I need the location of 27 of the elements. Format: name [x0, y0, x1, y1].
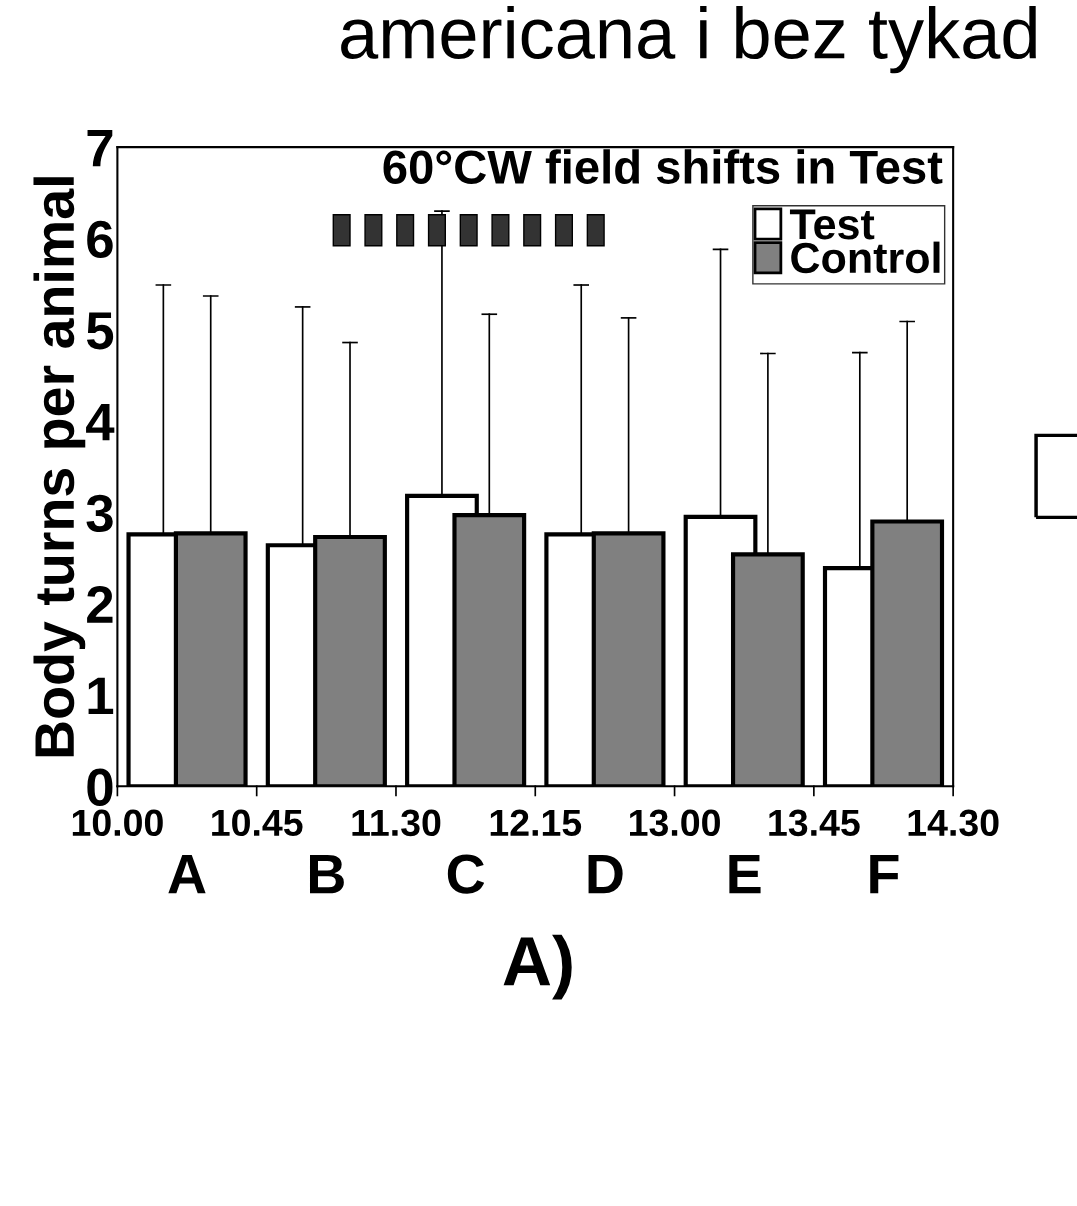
y-tick-label: 3 [86, 494, 113, 533]
text: A) [503, 934, 572, 1000]
x-tick-label: E [729, 855, 761, 894]
y-axis-title: Body turns per animal [33, 177, 86, 757]
text: 10.45 [212, 809, 303, 837]
text: 10.00 [72, 809, 163, 837]
y-tick-label: 5 [86, 312, 114, 350]
x-tick-label: B [309, 855, 344, 894]
x-tick-label: F [870, 855, 899, 894]
text: 14.30 [908, 809, 999, 837]
y-tick-label: 4 [86, 403, 115, 441]
text: 13.00 [630, 809, 720, 837]
y-tick-label: 2 [87, 585, 113, 623]
x-tick-label: C [447, 854, 485, 894]
legend-label: Test [789, 209, 875, 240]
x-tick-label: D [588, 855, 623, 894]
text: americana i bez tykad [341, 6, 1036, 74]
x-tick-label: A [168, 855, 206, 894]
y-tick-label: 7 [87, 129, 113, 167]
chart-title: 60°CW field shifts in Test [383, 149, 943, 184]
text: 12.15 [490, 809, 582, 837]
y-tick-label: 0 [87, 768, 113, 806]
text: 13.45 [769, 809, 860, 837]
y-tick-label: 6 [87, 220, 113, 259]
y-tick-label: 1 [88, 677, 114, 715]
legend-label: Control [791, 241, 940, 274]
text: 11.30 [352, 809, 441, 837]
